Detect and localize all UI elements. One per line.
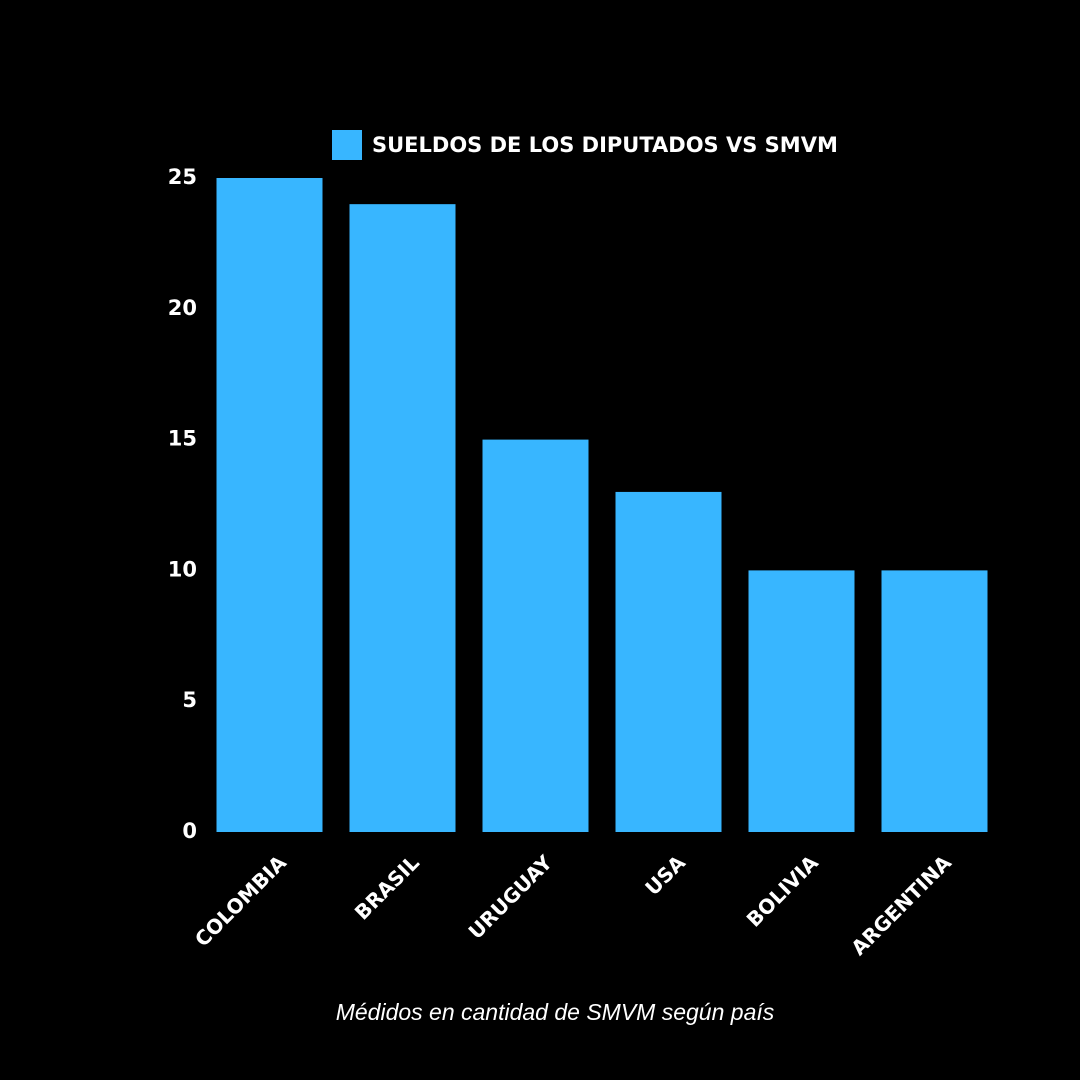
legend-label: SUELDOS DE LOS DIPUTADOS VS SMVM: [372, 133, 838, 157]
y-tick-label: 10: [168, 557, 197, 581]
bar: [482, 439, 589, 832]
bar: [349, 204, 456, 832]
y-tick-label: 15: [168, 427, 197, 451]
y-tick-label: 0: [182, 819, 197, 843]
legend-swatch: [332, 130, 362, 160]
bar: [748, 570, 855, 832]
y-tick-label: 25: [168, 165, 197, 189]
bar: [615, 491, 722, 832]
bar: [216, 178, 323, 832]
x-axis-label: Médidos en cantidad de SMVM según país: [336, 999, 775, 1025]
y-tick-label: 20: [168, 296, 197, 320]
y-tick-label: 5: [182, 688, 197, 712]
bar: [881, 570, 988, 832]
